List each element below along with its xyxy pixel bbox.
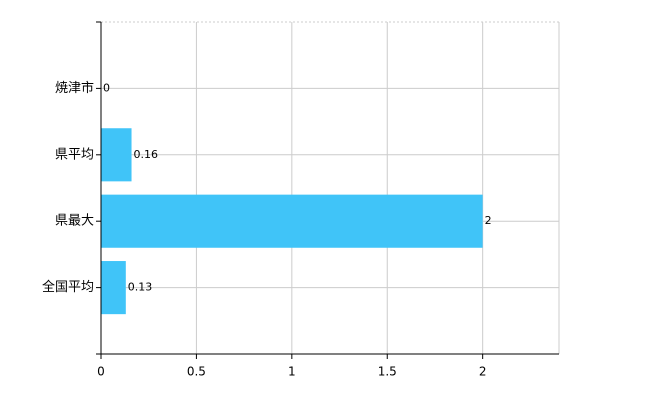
y-tick-label: 県最大 [55, 214, 94, 229]
value-label: 2 [485, 214, 492, 227]
y-tick-label: 県平均 [55, 147, 94, 162]
bar [101, 194, 483, 248]
x-tick-label: 2 [479, 365, 487, 379]
y-tick-label: 焼津市 [55, 80, 94, 96]
x-tick-label: 0.5 [187, 365, 206, 379]
bar [101, 128, 132, 182]
bar [101, 261, 126, 315]
value-label: 0.16 [134, 148, 159, 161]
y-tick-label: 全国平均 [42, 279, 94, 295]
x-tick-label: 0 [97, 365, 105, 379]
x-tick-label: 1 [288, 365, 296, 379]
x-tick-label: 1.5 [378, 365, 397, 379]
value-label: 0 [103, 81, 110, 94]
value-label: 0.13 [128, 281, 153, 294]
